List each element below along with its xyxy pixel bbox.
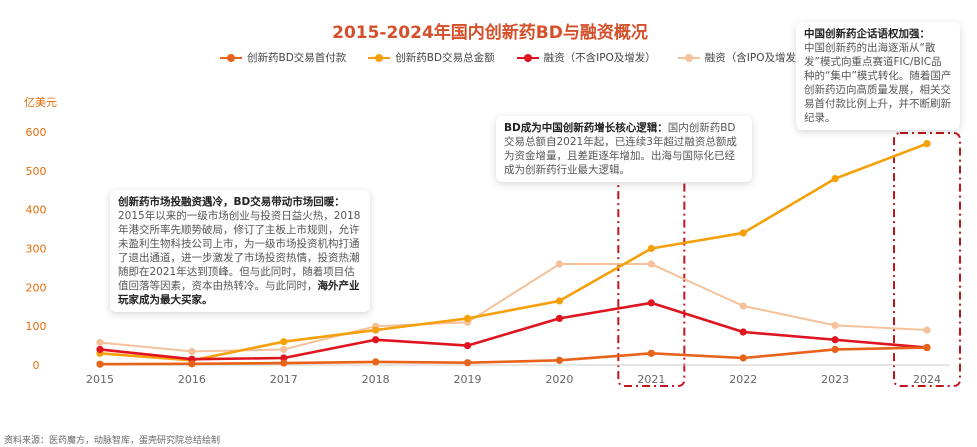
data-point [923, 326, 931, 334]
legend-swatch [677, 53, 700, 62]
x-axis-ticks: 2015 2016 2017 2018 2019 2020 2021 2022 2023 2024 [86, 373, 941, 386]
legend-swatch [368, 53, 391, 62]
data-point [463, 341, 472, 350]
data-point [739, 302, 747, 310]
data-point [831, 345, 839, 354]
data-point [280, 345, 288, 354]
data-point [280, 354, 288, 362]
legend-swatch [220, 53, 242, 62]
annotation-heading: 中国创新药企话语权加强： [804, 28, 930, 40]
x-tick-label: 2022 [729, 373, 757, 386]
x-tick-label: 2016 [178, 373, 206, 386]
data-point [739, 328, 747, 336]
data-point [831, 336, 839, 344]
legend-item-bd-upfront[interactable]: 创新药BD交易首付款 [220, 50, 346, 65]
y-axis-unit: 亿美元 [24, 96, 57, 109]
y-tick-label: 400 [26, 204, 47, 217]
data-point [96, 345, 104, 354]
y-tick-label: 100 [26, 320, 47, 333]
annotation-bd: BD成为中国创新药增长核心逻辑：国内创新药BD交易总额自2021年起，已连续3年… [496, 116, 752, 182]
legend-item-financing-incl-ipo[interactable]: 融资（含IPO及增发） [677, 50, 807, 65]
source-note: 资料来源：医药魔方，动脉智库，蛋壳研究院总结绘制 [4, 436, 221, 446]
y-axis-ticks: 0 100 200 300 400 500 600 [26, 126, 47, 372]
x-tick-label: 2019 [454, 373, 482, 386]
data-point [372, 326, 380, 334]
legend-label: 融资（含IPO及增发） [704, 52, 807, 64]
series-line-2 [99, 301, 928, 361]
data-point [280, 338, 288, 346]
chart-title: 2015-2024年国内创新药BD与融资概况 [332, 23, 648, 43]
annotation-heading: 创新药市场投融资遇冷，BD交易带动市场回暖： [118, 196, 345, 208]
data-point [188, 360, 196, 368]
data-point [280, 359, 288, 367]
data-point [96, 360, 104, 368]
data-point [372, 358, 380, 366]
annotation-emphasis: 海外产业玩家成为最大买家。 [118, 280, 360, 306]
y-tick-label: 200 [26, 281, 47, 294]
data-point [463, 314, 472, 322]
annotation-market: 创新药市场投融资遇冷，BD交易带动市场回暖： 2015年以来的一级市场创业与投资日… [110, 190, 370, 312]
data-point [647, 349, 655, 357]
data-point [372, 336, 380, 344]
legend-label: 创新药BD交易总金额 [395, 52, 495, 64]
highlight-boxes [617, 132, 961, 387]
data-point [555, 260, 564, 268]
legend-item-financing-excl-ipo[interactable]: 融资（不含IPO及增发） [516, 50, 656, 65]
x-tick-label: 2015 [86, 373, 114, 386]
data-point [647, 299, 655, 307]
data-point [647, 244, 655, 253]
annotation-heading: BD成为中国创新药增长核心逻辑： [504, 122, 668, 134]
legend-label: 创新药BD交易首付款 [247, 52, 347, 64]
series-line-1 [99, 142, 928, 362]
annotation-body: 2015年以来的一级市场创业与投资日益火热，2018年港交所率先顺势破局，修订了… [118, 210, 361, 292]
x-tick-label: 2017 [270, 373, 298, 386]
legend-item-bd-total[interactable]: 创新药BD交易总金额 [368, 50, 495, 65]
y-tick-label: 300 [26, 243, 47, 256]
x-tick-label: 2023 [821, 373, 849, 386]
legend: 创新药BD交易首付款 创新药BD交易总金额 融资（不含IPO及增发） 融资（含I… [220, 50, 807, 65]
series-lines [96, 140, 931, 368]
data-point [739, 354, 747, 362]
annotation-global: 中国创新药企话语权加强： 中国创新药的出海逐渐从“散发”模式向重点赛道FIC/BI… [796, 22, 960, 130]
annotation-body: 中国创新药的出海逐渐从“散发”模式向重点赛道FIC/BIC品种的“集中”模式转化… [804, 42, 952, 124]
data-point [96, 338, 104, 347]
x-tick-label: 2021 [637, 373, 665, 386]
data-point [555, 356, 564, 364]
data-point [831, 321, 839, 329]
x-tick-label: 2024 [913, 373, 941, 386]
annotation-body: 国内创新药BD交易总额自2021年起，已连续3年超过融资总额成为资金增量，且差距… [504, 122, 737, 176]
y-tick-label: 500 [26, 165, 47, 178]
data-point [555, 314, 564, 322]
x-tick-label: 2020 [545, 373, 573, 386]
highlight-box-2024 [893, 132, 961, 387]
data-point [647, 260, 655, 268]
data-point [463, 359, 472, 367]
series-line-0 [99, 346, 928, 366]
data-point [831, 175, 839, 183]
highlight-box-2021 [617, 132, 686, 387]
data-point [923, 140, 931, 148]
data-point [739, 229, 747, 237]
y-tick-label: 600 [26, 126, 47, 139]
data-point [923, 343, 931, 352]
legend-swatch [516, 53, 539, 62]
data-point [188, 347, 196, 356]
legend-label: 融资（不含IPO及增发） [543, 52, 656, 64]
data-point [555, 297, 564, 305]
y-tick-label: 0 [33, 359, 40, 372]
x-tick-label: 2018 [362, 373, 390, 386]
